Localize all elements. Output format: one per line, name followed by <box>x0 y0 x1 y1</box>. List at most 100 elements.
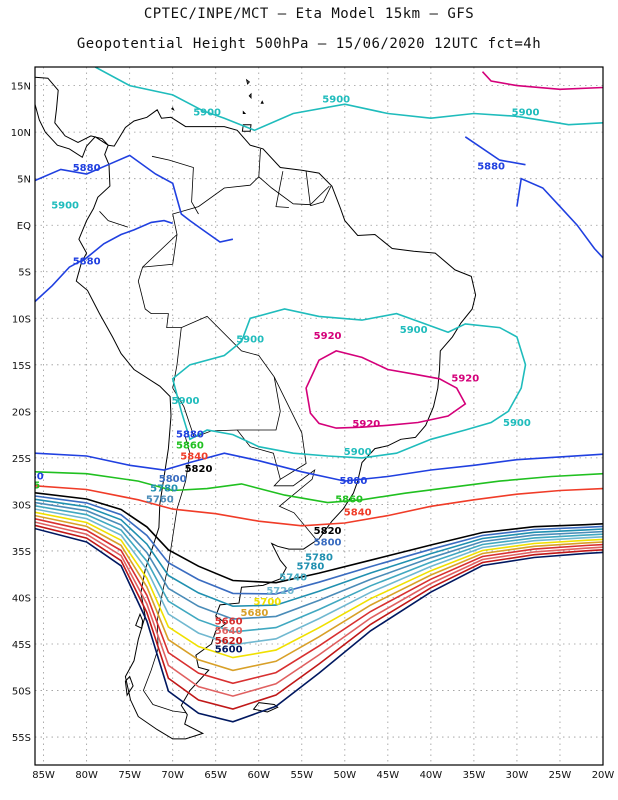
contour-label: 5920 <box>314 331 342 342</box>
contour-5640 <box>35 521 603 697</box>
contour-label: 5740 <box>279 573 307 584</box>
lat-label: 45S <box>12 640 31 651</box>
contour-5900 <box>171 308 527 459</box>
contour-label: 5820 <box>314 526 342 537</box>
contour-label: 5640 <box>215 626 243 637</box>
lat-label: EQ <box>17 221 31 232</box>
contour-label: 5720 <box>266 586 294 597</box>
country-border <box>305 171 311 206</box>
map-frame <box>34 66 604 766</box>
lat-label: 25S <box>12 454 31 465</box>
contour-lines <box>35 67 603 723</box>
contour-label: 5900 <box>400 325 428 336</box>
lat-label: 55S <box>12 733 31 744</box>
lon-label: 65W <box>204 770 227 781</box>
contour-label: 5820 <box>185 464 213 475</box>
contour-5700 <box>35 511 603 659</box>
country-border <box>99 211 129 228</box>
island-coast <box>199 55 211 59</box>
country-border <box>142 176 330 268</box>
island-coast <box>252 702 279 713</box>
contour-label: 5900 <box>172 396 200 407</box>
contour-5880 <box>464 136 526 166</box>
lon-label: 30W <box>506 770 529 781</box>
contour-5920 <box>305 350 467 429</box>
chart-title-line1: CPTEC/INPE/MCT – Eta Model 15km – GFS <box>143 6 475 22</box>
contour-5720 <box>35 508 603 646</box>
contour-label: 5620 <box>215 636 243 647</box>
contour-label: 5880 <box>176 429 204 440</box>
contour-label: 5880 <box>73 256 101 267</box>
contour-5760 <box>35 501 603 620</box>
island-coast <box>245 78 251 85</box>
contour-5880 <box>35 452 603 482</box>
lon-label: 45W <box>377 770 400 781</box>
contour-5740 <box>35 505 603 633</box>
contour-label: 5880 <box>477 161 505 172</box>
contour-5680 <box>35 514 603 672</box>
country-border <box>273 376 316 540</box>
contour-label: 5900 <box>512 107 540 118</box>
country-border <box>151 155 199 215</box>
country-border <box>137 234 182 328</box>
contour-label: 5780 <box>150 483 178 494</box>
contour-label: 80 <box>30 471 44 482</box>
contour-label: 5 <box>33 481 40 492</box>
island-coast <box>260 100 264 104</box>
lat-label: 5S <box>18 268 31 279</box>
chart-title-line2: Geopotential Height 500hPa – 15/06/2020 … <box>76 36 542 52</box>
contour-label: 5900 <box>322 94 350 105</box>
lon-label: 55W <box>290 770 313 781</box>
contour-label: 5760 <box>146 495 174 506</box>
island-coast <box>242 110 247 114</box>
lat-label: 10N <box>11 128 31 139</box>
contour-label: 5780 <box>296 562 324 573</box>
country-border <box>275 171 289 208</box>
contour-label: 5780 <box>305 552 333 563</box>
contour-label: 5860 <box>335 495 363 506</box>
lon-label: 80W <box>75 770 98 781</box>
longitude-labels: 85W 80W 75W 70W 65W 60W 55W 50W 45W 40W 35W 30W 25W 2… <box>32 770 614 781</box>
lon-label: 25W <box>549 770 572 781</box>
island-coast <box>241 124 252 132</box>
lat-label: 50S <box>12 687 31 698</box>
contour-5900 <box>94 67 603 132</box>
lon-label: 75W <box>118 770 141 781</box>
lon-label: 40W <box>420 770 443 781</box>
contour-label: 5680 <box>241 608 269 619</box>
island-coast <box>248 92 252 99</box>
grid-lines <box>35 67 604 765</box>
contour-label: 5800 <box>159 474 187 485</box>
contour-5840 <box>35 485 603 527</box>
contour-label: 5600 <box>215 644 243 655</box>
lat-label: 10S <box>12 314 31 325</box>
contour-5620 <box>35 524 603 710</box>
contour-5600 <box>35 527 603 723</box>
lat-label: 30S <box>12 500 31 511</box>
contour-5880 <box>35 154 234 243</box>
contour-label: 5860 <box>176 441 204 452</box>
lat-label: 35S <box>12 547 31 558</box>
country-border <box>310 185 332 207</box>
contour-5660 <box>35 518 603 685</box>
south-america-coast <box>75 109 477 740</box>
contour-label: 5900 <box>236 334 264 345</box>
country-border <box>258 148 261 177</box>
coastline <box>35 55 477 740</box>
contour-5780 <box>35 498 603 608</box>
contour-label: 5900 <box>51 200 79 211</box>
contour-5820 <box>35 492 603 584</box>
island-coast <box>135 612 144 629</box>
contour-label: 5840 <box>344 508 372 519</box>
contour-label: 5840 <box>180 452 208 463</box>
lon-label: 60W <box>247 770 270 781</box>
lon-label: 35W <box>463 770 486 781</box>
contour-label: 5880 <box>73 163 101 174</box>
island-coast <box>170 107 175 111</box>
contour-5880 <box>516 177 603 259</box>
central-america-coast <box>35 76 109 159</box>
contour-label: 5660 <box>215 616 243 627</box>
lat-label: 15N <box>11 82 31 93</box>
contour-label: 5700 <box>253 597 281 608</box>
